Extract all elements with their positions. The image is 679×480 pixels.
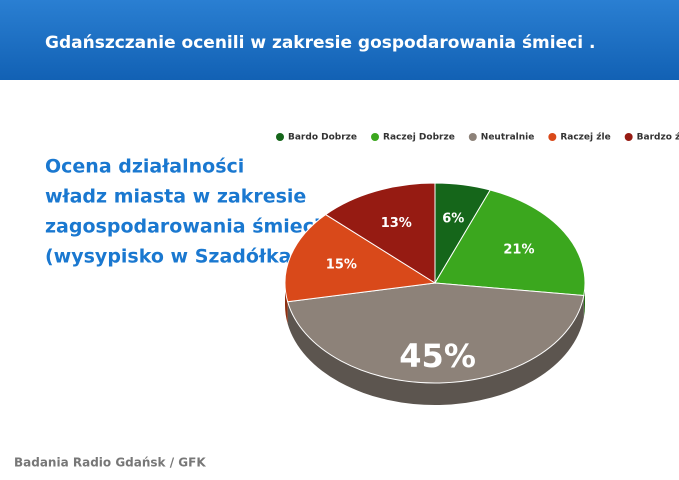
header-bar bbox=[0, 0, 679, 80]
slice-label: 15% bbox=[326, 257, 357, 272]
subtitle-line: Ocena działalności bbox=[45, 156, 244, 178]
slice-label: 21% bbox=[503, 242, 534, 257]
footer: Badania Radio Gdańsk / GFK bbox=[14, 456, 206, 470]
legend-swatch bbox=[548, 133, 557, 141]
slice bbox=[284, 213, 437, 303]
subtitle: Ocena działalności władz miasta w zakres… bbox=[45, 156, 325, 268]
legend-swatch bbox=[276, 133, 284, 141]
legend-swatch bbox=[624, 133, 633, 141]
slice bbox=[434, 189, 586, 297]
legend-swatch bbox=[468, 133, 477, 141]
slice-label: 13% bbox=[381, 216, 412, 231]
slice-label: 45% bbox=[399, 337, 476, 375]
legend-label: Bardzo źle bbox=[637, 133, 679, 143]
slice-side bbox=[287, 295, 584, 405]
slice-label: 6% bbox=[442, 212, 464, 227]
subtitle-line: zagospodarowania śmieci bbox=[45, 216, 320, 238]
legend-label: Raczej źle bbox=[560, 133, 610, 143]
subtitle-line: (wysypisko w Szadółkach) bbox=[45, 246, 325, 268]
legend-swatch bbox=[371, 133, 380, 141]
pie: 6% 21% 45% 15% 13% bbox=[284, 182, 586, 405]
legend: Bardo Dobrze Raczej Dobrze Neutralnie Racze… bbox=[276, 133, 679, 143]
legend-label: Bardo Dobrze bbox=[288, 133, 357, 143]
legend-label: Neutralnie bbox=[481, 133, 535, 143]
slice bbox=[287, 282, 585, 384]
legend-label: Raczej Dobrze bbox=[383, 133, 455, 143]
header-title: Gdańszczanie ocenili w zakresie gospodar… bbox=[45, 33, 595, 53]
slice bbox=[324, 182, 436, 284]
subtitle-line: władz miasta w zakresie bbox=[45, 186, 306, 208]
